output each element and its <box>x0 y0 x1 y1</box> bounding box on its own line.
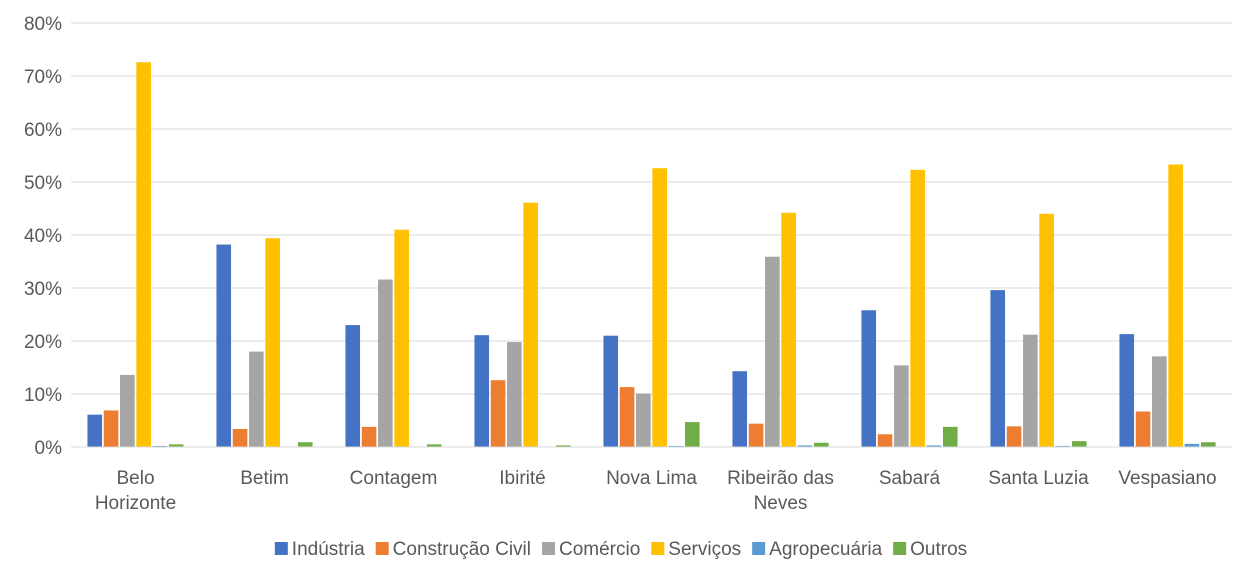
bar-agropecuária <box>1184 443 1200 447</box>
legend-label: Outros <box>910 539 967 560</box>
bar-serviços <box>523 202 538 447</box>
bar-outros <box>1071 441 1087 447</box>
legend-swatch <box>274 542 288 555</box>
bar-agropecuária <box>152 445 168 447</box>
bar-indústria <box>990 290 1006 447</box>
bar-serviços <box>394 229 409 447</box>
bar-serviços <box>265 238 280 447</box>
bar-outros <box>942 426 958 447</box>
bar-comércio <box>507 342 522 447</box>
bar-serviços <box>136 62 151 447</box>
x-category-label: Vespasiano <box>1118 468 1216 489</box>
bar-construção-civil <box>1006 426 1022 447</box>
y-axis: 0% 10% 20% 30% 40% 50% 60% 70% 80% <box>24 14 62 459</box>
bar-outros <box>168 444 184 447</box>
x-category-label: Belo Horizonte <box>95 468 176 514</box>
bar-outros <box>684 422 700 447</box>
bar-construção-civil <box>1135 411 1151 447</box>
bar-construção-civil <box>619 387 635 447</box>
bar-indústria <box>216 244 232 447</box>
y-tick-label: 50% <box>24 173 62 194</box>
y-tick-label: 60% <box>24 120 62 141</box>
y-tick-label: 20% <box>24 332 62 353</box>
legend-swatch <box>893 542 907 555</box>
bar-indústria <box>474 335 490 447</box>
bar-indústria <box>732 371 748 447</box>
bar-comércio <box>1152 356 1167 447</box>
y-tick-label: 40% <box>24 226 62 247</box>
bar-serviços <box>1039 213 1054 447</box>
bar-outros <box>1200 442 1216 447</box>
x-category-label: Ibirité <box>499 468 545 489</box>
bar-serviços <box>910 169 925 447</box>
x-axis: Belo Horizonte Betim Contagem Ibirité Nova Li… <box>71 446 1232 514</box>
bar-comércio <box>120 374 135 447</box>
x-category-label: Betim <box>240 468 289 489</box>
y-tick-label: 80% <box>24 14 62 35</box>
bar-indústria <box>87 414 103 447</box>
bar-construção-civil <box>232 428 248 447</box>
x-category-label: Ribeirão das Neves <box>727 468 834 514</box>
y-tick-label: 30% <box>24 279 62 300</box>
legend-label: Serviços <box>668 539 741 560</box>
legend-label: Comércio <box>559 539 640 560</box>
bar-construção-civil <box>361 426 377 447</box>
bar-serviços <box>781 212 796 447</box>
gridlines <box>71 22 1232 448</box>
bar-comércio <box>378 279 393 447</box>
legend-swatch <box>651 542 665 555</box>
bar-comércio <box>249 351 264 447</box>
bar-indústria <box>861 310 877 447</box>
bar-agropecuária <box>926 445 942 447</box>
legend-swatch <box>752 542 766 555</box>
bar-outros <box>426 444 442 447</box>
x-category-label: Santa Luzia <box>988 468 1089 489</box>
bar-outros <box>555 445 571 447</box>
bar-serviços <box>652 168 667 447</box>
y-tick-label: 10% <box>24 385 62 406</box>
bar-outros <box>297 442 313 447</box>
legend: Indústria Construção Civil Comércio Serviço… <box>274 539 967 560</box>
bar-serviços <box>1168 164 1183 447</box>
bar-construção-civil <box>490 380 506 447</box>
bar-construção-civil <box>877 434 893 447</box>
bar-construção-civil <box>748 423 764 447</box>
legend-label: Agropecuária <box>769 539 882 560</box>
legend-swatch <box>375 542 389 555</box>
bar-comércio <box>636 393 651 447</box>
x-category-label: Sabará <box>879 468 941 489</box>
bar-outros <box>813 442 829 447</box>
y-tick-label: 70% <box>24 67 62 88</box>
bar-construção-civil <box>103 410 119 447</box>
bar-indústria <box>603 335 619 447</box>
bar-agropecuária <box>797 445 813 447</box>
legend-label: Indústria <box>292 539 365 560</box>
bar-indústria <box>345 325 361 447</box>
bar-agropecuária <box>1055 445 1071 447</box>
legend-label: Construção Civil <box>393 539 531 560</box>
legend-swatch <box>542 542 556 555</box>
bar-comércio <box>894 365 909 447</box>
bars <box>87 62 1216 447</box>
bar-agropecuária <box>668 445 684 447</box>
bar-indústria <box>1119 334 1135 447</box>
x-category-label: Contagem <box>350 468 438 489</box>
bar-comércio <box>1023 334 1038 447</box>
y-tick-label: 0% <box>35 438 63 459</box>
x-category-label: Nova Lima <box>606 468 697 489</box>
bar-comércio <box>765 256 780 447</box>
